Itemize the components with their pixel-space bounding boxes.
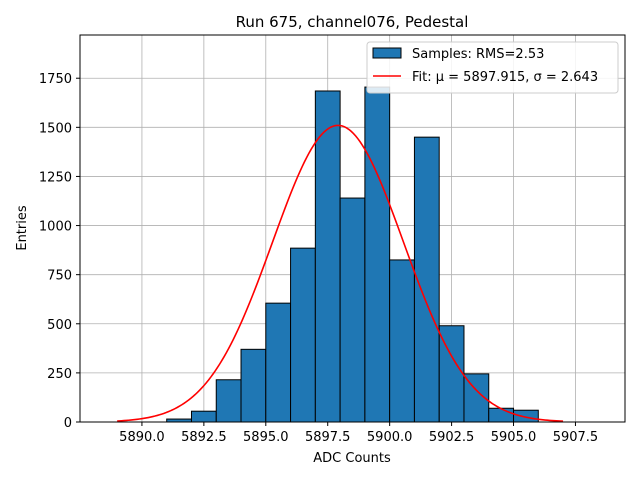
x-tick-label: 5905.0 <box>491 430 537 445</box>
histogram-bar <box>314 90 341 423</box>
x-tick-label: 5890.0 <box>119 430 165 445</box>
y-tick-label: 1250 <box>39 170 72 185</box>
histogram-bar <box>290 247 316 423</box>
legend-box <box>366 41 619 94</box>
histogram-bar <box>339 197 366 423</box>
y-tick-label: 1500 <box>39 121 72 136</box>
histogram-bar <box>265 302 292 423</box>
x-axis-label: ADC Counts <box>313 451 391 466</box>
legend: Samples: RMS=2.53 Fit: μ = 5897.915, σ =… <box>366 41 619 94</box>
x-axis-ticks: 5890.0 5892.5 5895.0 5897.5 5900.0 5902.5 5905… <box>119 422 598 445</box>
y-tick-label: 1750 <box>39 72 72 87</box>
fit-curve <box>117 124 564 422</box>
histogram-bar <box>513 409 539 423</box>
plot-frame <box>79 34 626 423</box>
histogram-bar <box>389 259 415 423</box>
y-axis-ticks: 0 250 500 750 1000 1250 1500 1750 <box>39 72 80 431</box>
y-tick-label: 0 <box>64 416 72 431</box>
x-tick-label: 5892.5 <box>181 430 227 445</box>
y-tick-label: 750 <box>47 269 72 284</box>
histogram-bar <box>488 407 515 423</box>
legend-fit-label: Fit: μ = 5897.915, σ = 2.643 <box>412 70 598 85</box>
histogram-bars <box>166 86 539 423</box>
y-tick-label: 250 <box>47 367 72 382</box>
histogram-bar <box>215 379 242 423</box>
histogram-bar <box>190 410 217 423</box>
legend-histogram-swatch <box>372 47 402 59</box>
legend-histogram-label: Samples: RMS=2.53 <box>412 47 544 62</box>
x-tick-label: 5897.5 <box>305 430 351 445</box>
x-tick-label: 5900.0 <box>367 430 413 445</box>
y-tick-label: 500 <box>47 318 72 333</box>
histogram-bar <box>240 348 267 423</box>
histogram-bar <box>364 86 391 423</box>
y-axis-label: Entries <box>15 205 30 251</box>
y-tick-label: 1000 <box>39 220 72 235</box>
x-tick-label: 5907.5 <box>553 430 599 445</box>
x-tick-label: 5902.5 <box>429 430 475 445</box>
chart-title: Run 675, channel076, Pedestal <box>236 13 469 31</box>
x-tick-label: 5895.0 <box>243 430 289 445</box>
